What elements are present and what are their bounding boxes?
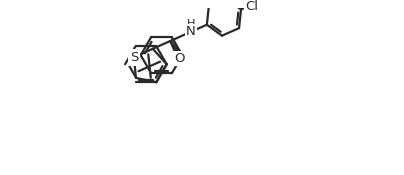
Text: S: S bbox=[130, 51, 138, 64]
Text: Cl: Cl bbox=[245, 1, 259, 13]
Text: O: O bbox=[174, 52, 185, 65]
Text: N: N bbox=[186, 25, 196, 38]
Text: H: H bbox=[187, 19, 195, 29]
